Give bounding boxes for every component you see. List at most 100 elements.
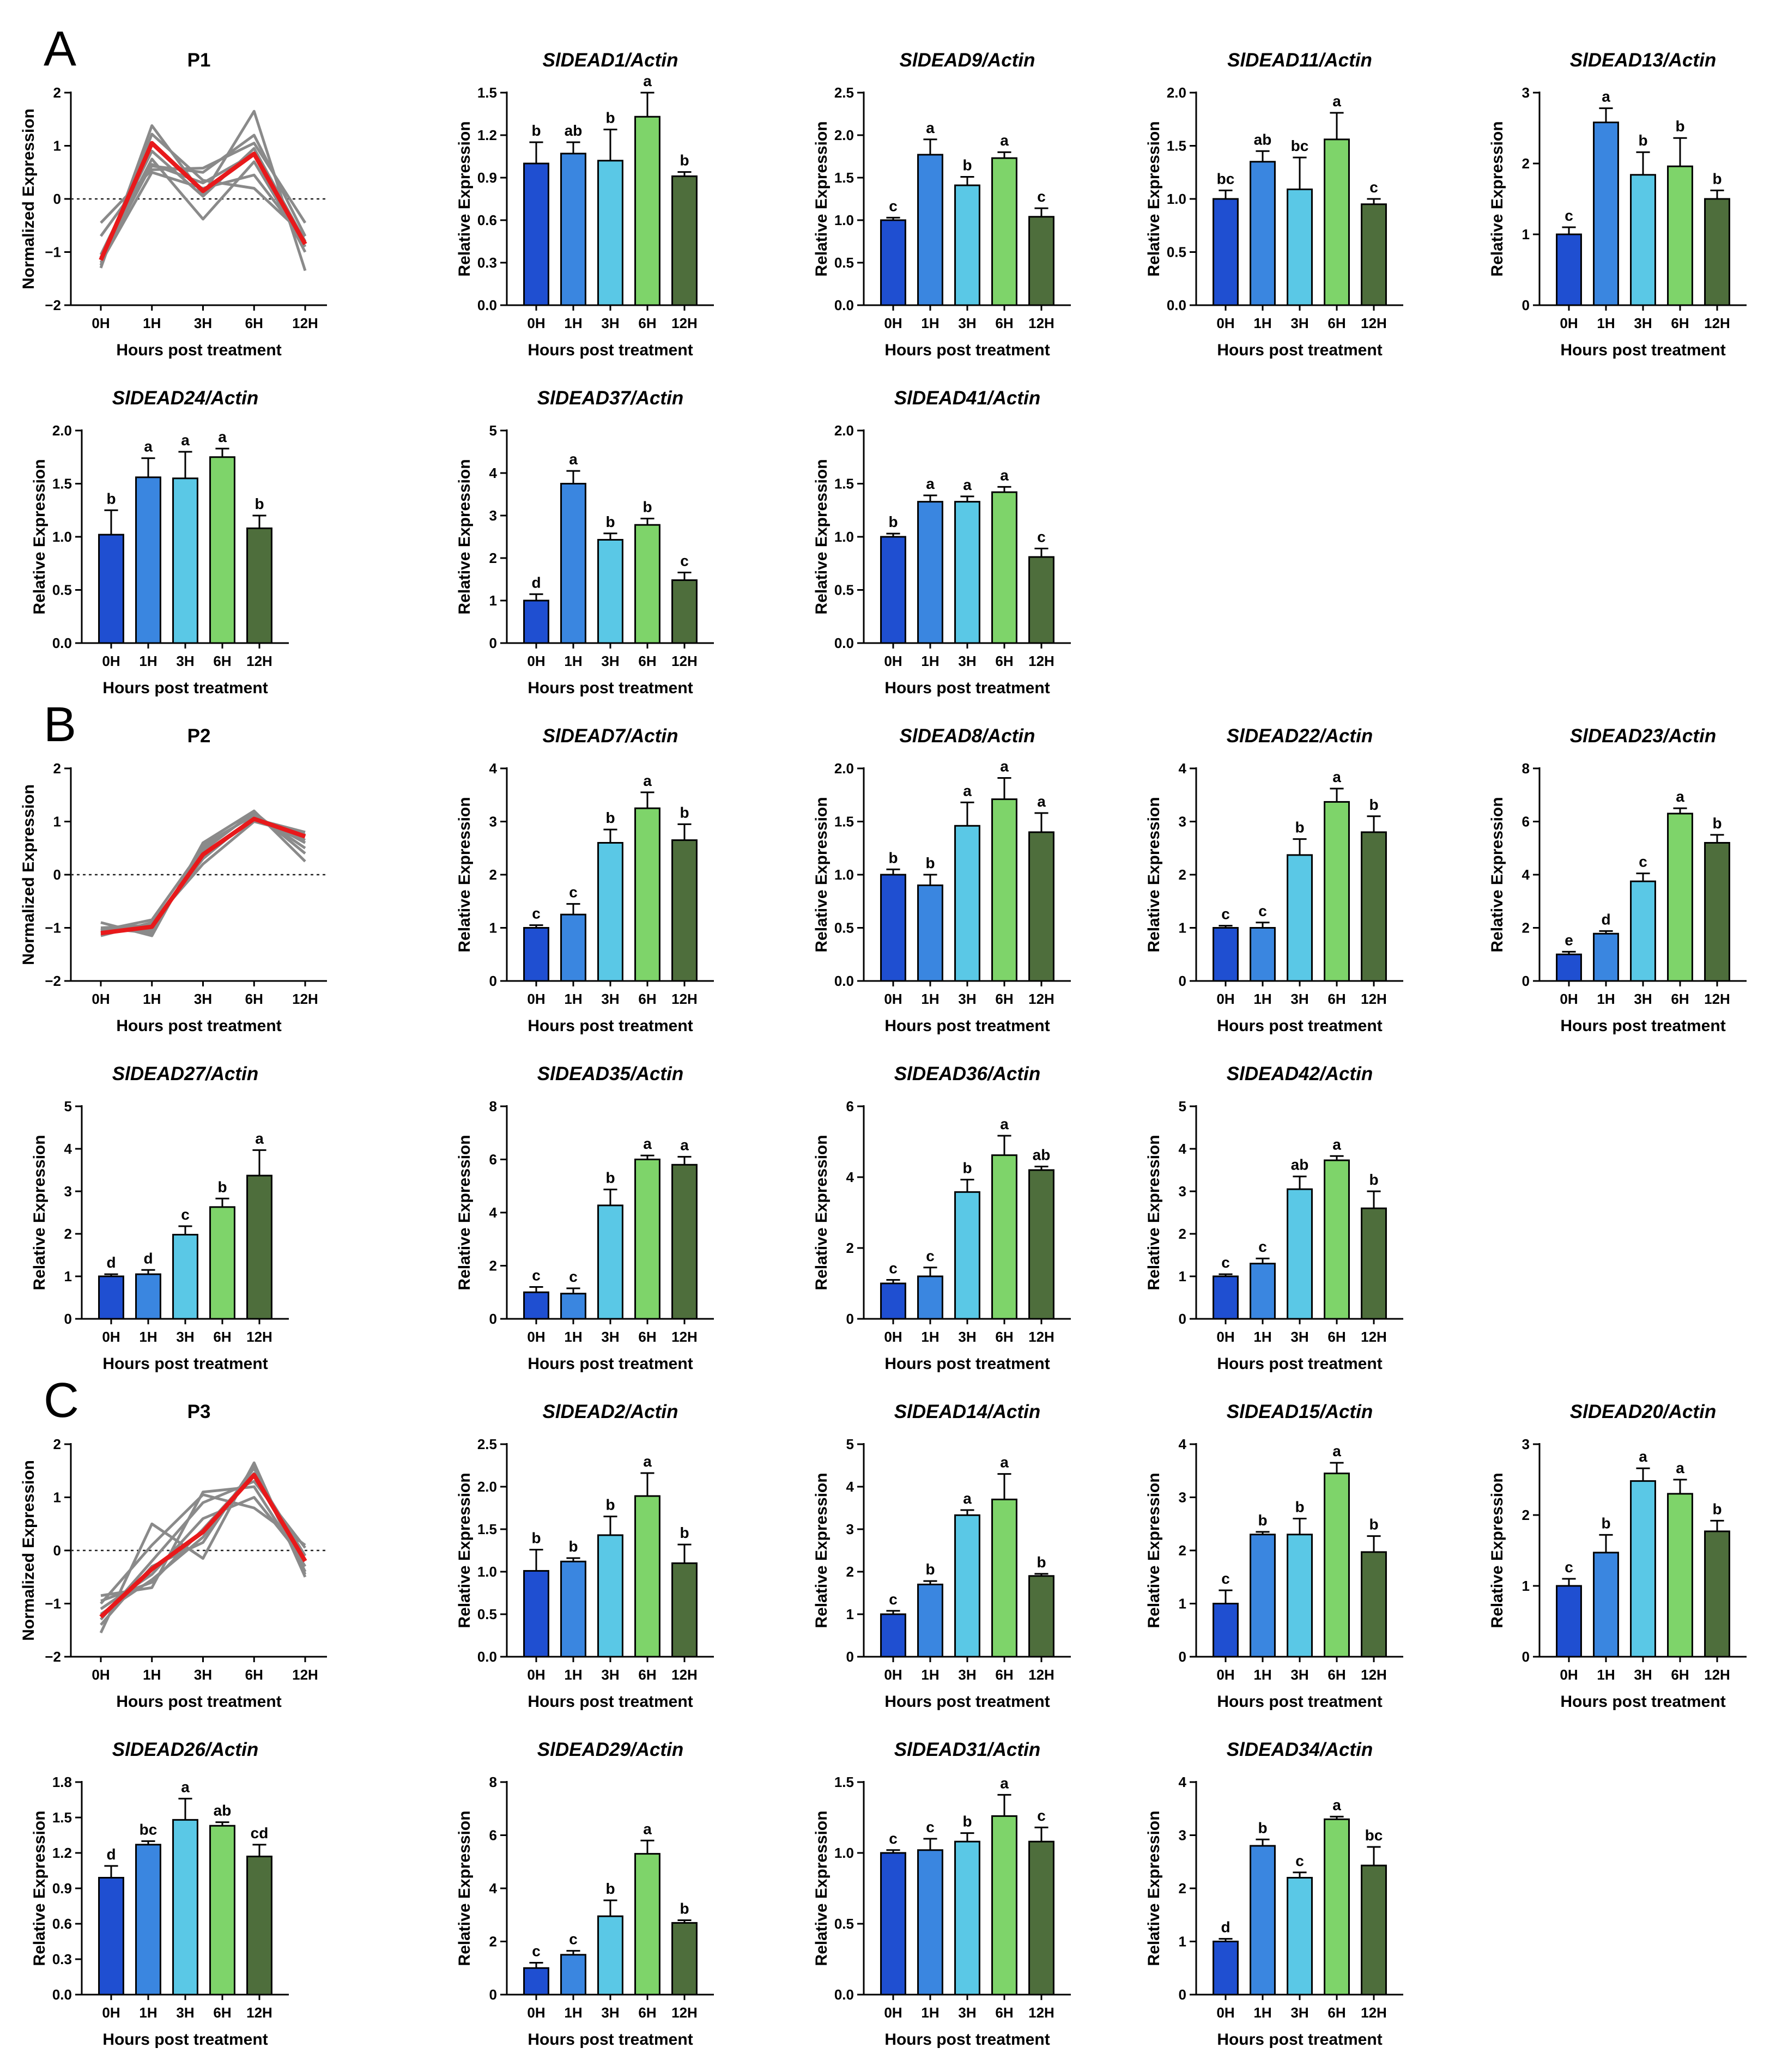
chart-sldead37-actin: SlDEAD37/Actin 0 1 2 3 4 5 Relative Expression 0… bbox=[456, 387, 714, 697]
y-tick-label: 1 bbox=[1179, 1596, 1186, 1612]
bar-0h bbox=[98, 534, 124, 644]
x-tick-label: 3H bbox=[194, 991, 212, 1007]
bar-12h bbox=[1028, 556, 1054, 644]
x-tick-label: 6H bbox=[995, 315, 1013, 331]
y-tick-label: 0 bbox=[1179, 1986, 1186, 2003]
x-tick-label: 0H bbox=[92, 991, 110, 1007]
bar-3h bbox=[954, 184, 980, 306]
significance-letter: b bbox=[680, 1524, 689, 1541]
bar-6h bbox=[991, 1498, 1017, 1658]
significance-letter: b bbox=[1036, 1554, 1046, 1571]
significance-letter: c bbox=[1221, 1570, 1230, 1587]
y-axis-label: Relative Expression bbox=[31, 1135, 49, 1290]
chart-sldead27-actin: SlDEAD27/Actin 0 1 2 3 4 5 Relative Expression 0… bbox=[31, 1063, 289, 1373]
significance-letter: b bbox=[1369, 1171, 1378, 1188]
significance-letter: c bbox=[926, 1247, 935, 1264]
significance-letter: b bbox=[1295, 819, 1304, 836]
significance-letter: c bbox=[1639, 853, 1647, 870]
bar-12h bbox=[671, 1164, 698, 1320]
bar-0h bbox=[1213, 1941, 1239, 1996]
x-axis-label: Hours post treatment bbox=[1217, 2031, 1382, 2049]
chart-title: SlDEAD37/Actin bbox=[537, 387, 683, 409]
y-tick-label: 2 bbox=[64, 1226, 72, 1242]
bar-3h bbox=[1287, 1534, 1313, 1658]
x-tick-label: 1H bbox=[564, 991, 582, 1007]
x-tick-label: 1H bbox=[1253, 1329, 1271, 1345]
x-tick-label: 1H bbox=[921, 2004, 939, 2021]
y-tick-label: 2.5 bbox=[834, 84, 854, 101]
y-tick-label: 0 bbox=[53, 191, 61, 207]
y-axis-label: Relative Expression bbox=[456, 1473, 474, 1628]
bar-6h bbox=[634, 524, 660, 644]
y-axis-label: Relative Expression bbox=[1145, 797, 1163, 952]
significance-letter: b bbox=[1258, 1512, 1267, 1529]
x-tick-label: 3H bbox=[601, 2004, 619, 2021]
x-axis-label: Hours post treatment bbox=[1560, 1693, 1725, 1711]
bar-12h bbox=[1704, 842, 1730, 982]
y-tick-label: 1.5 bbox=[477, 84, 497, 101]
significance-letter: a bbox=[255, 1130, 264, 1147]
chart-sldead2-actin: SlDEAD2/Actin 0.0 0.5 1.0 1.5 2.0 2.5 Relative … bbox=[456, 1401, 714, 1711]
significance-letter: c bbox=[1258, 1238, 1267, 1255]
x-tick-label: 12H bbox=[292, 315, 318, 331]
significance-letter: b bbox=[217, 1178, 227, 1195]
x-tick-label: 12H bbox=[671, 1667, 698, 1683]
significance-letter: b bbox=[531, 1529, 541, 1546]
y-axis-label: Relative Expression bbox=[813, 121, 831, 276]
bar-0h bbox=[880, 1613, 906, 1658]
x-tick-label: 12H bbox=[1704, 315, 1730, 331]
y-tick-label: 1.5 bbox=[834, 814, 854, 830]
x-axis-label: Hours post treatment bbox=[528, 341, 693, 359]
y-tick-label: 4 bbox=[1179, 1141, 1187, 1157]
x-axis-label: Hours post treatment bbox=[528, 679, 693, 697]
y-tick-label: 1.0 bbox=[834, 212, 854, 228]
significance-letter: ab bbox=[1291, 1156, 1309, 1173]
x-tick-label: 0H bbox=[1560, 1667, 1578, 1683]
bar-3h bbox=[597, 538, 623, 644]
significance-letter: b bbox=[1369, 796, 1378, 813]
bar-0h bbox=[523, 599, 549, 644]
bar-1h bbox=[1250, 1534, 1276, 1658]
x-axis-label: Hours post treatment bbox=[102, 679, 268, 697]
x-tick-label: 12H bbox=[1704, 991, 1730, 1007]
y-axis-label: Relative Expression bbox=[456, 1135, 474, 1290]
bar-1h bbox=[1250, 1845, 1276, 1996]
y-tick-label: 1.5 bbox=[834, 1774, 854, 1790]
y-tick-label: −2 bbox=[45, 1649, 61, 1665]
bar-12h bbox=[246, 1856, 272, 1996]
y-tick-label: 0.5 bbox=[834, 582, 854, 598]
x-tick-label: 0H bbox=[1216, 1667, 1234, 1683]
y-tick-label: 5 bbox=[489, 422, 497, 439]
x-tick-label: 3H bbox=[601, 653, 619, 669]
x-tick-label: 3H bbox=[601, 315, 619, 331]
x-tick-label: 6H bbox=[995, 991, 1013, 1007]
x-tick-label: 1H bbox=[1597, 315, 1615, 331]
chart-p3: P3 −2 −1 0 1 2 Normalized Expression 0H 1H 3H 6H 12… bbox=[20, 1401, 327, 1711]
y-tick-label: 1 bbox=[53, 1489, 61, 1506]
significance-letter: ab bbox=[565, 122, 583, 139]
y-tick-label: 0 bbox=[1522, 973, 1530, 989]
y-tick-label: 6 bbox=[489, 1827, 497, 1844]
y-tick-label: 1.0 bbox=[834, 1845, 854, 1861]
y-tick-label: 1.2 bbox=[477, 127, 497, 143]
chart-title: SlDEAD11/Actin bbox=[1227, 50, 1372, 71]
significance-letter: a bbox=[643, 72, 652, 89]
significance-letter: b bbox=[888, 849, 898, 866]
y-tick-label: 1 bbox=[489, 592, 497, 609]
y-axis-label: Relative Expression bbox=[31, 459, 49, 614]
bar-6h bbox=[1324, 138, 1350, 306]
bar-1h bbox=[560, 1560, 586, 1658]
y-tick-label: 2.5 bbox=[477, 1436, 497, 1452]
chart-sldead29-actin: SlDEAD29/Actin 0 2 4 6 8 Relative Expression 0H… bbox=[456, 1739, 714, 2049]
y-tick-label: 4 bbox=[1179, 1774, 1187, 1790]
y-tick-label: 3 bbox=[1522, 1436, 1530, 1452]
significance-letter: b bbox=[605, 809, 615, 826]
y-tick-label: 1.0 bbox=[1167, 191, 1186, 207]
y-tick-label: 0 bbox=[489, 1986, 497, 2003]
significance-letter: b bbox=[605, 1880, 615, 1897]
significance-letter: b bbox=[531, 122, 541, 139]
bar-12h bbox=[1361, 1864, 1387, 1996]
x-axis-label: Hours post treatment bbox=[102, 2031, 268, 2049]
significance-letter: a bbox=[1000, 466, 1009, 483]
y-tick-label: 1 bbox=[64, 1268, 72, 1285]
